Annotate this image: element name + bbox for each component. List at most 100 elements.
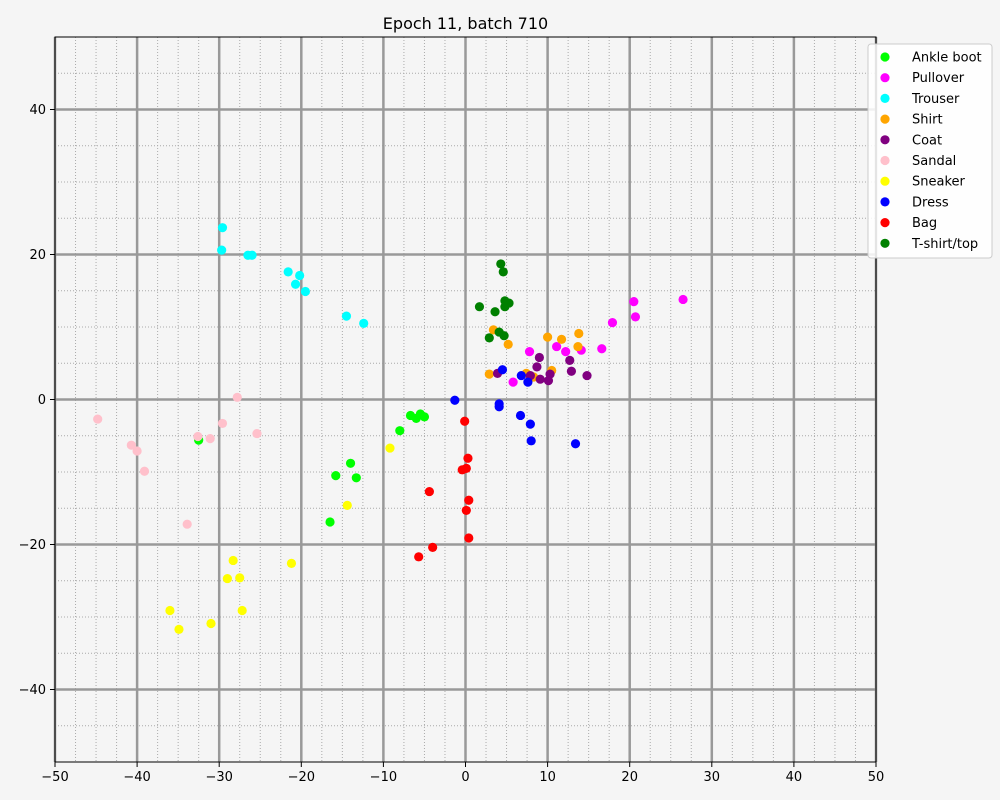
x-tick-label: −30 bbox=[205, 770, 232, 785]
legend-marker bbox=[880, 52, 890, 62]
legend-label: T-shirt/top bbox=[911, 237, 978, 252]
data-point bbox=[300, 286, 311, 297]
data-point bbox=[182, 519, 192, 529]
legend-marker bbox=[880, 197, 890, 207]
data-point bbox=[206, 618, 216, 629]
data-point bbox=[232, 392, 242, 402]
y-tick-label: −20 bbox=[19, 538, 46, 553]
data-point bbox=[526, 436, 536, 446]
data-point bbox=[570, 439, 581, 449]
data-point bbox=[419, 412, 430, 422]
data-point bbox=[341, 311, 352, 321]
x-tick-label: −50 bbox=[41, 770, 68, 785]
data-point bbox=[678, 294, 688, 305]
data-point bbox=[351, 473, 361, 483]
data-point bbox=[247, 250, 257, 260]
axis-ticks: −50 −40 −30 −20 −10 0 10 20 30 40 50 −40 −20 0 20 40 bbox=[19, 103, 885, 785]
data-point bbox=[574, 328, 584, 339]
data-point bbox=[524, 347, 535, 357]
data-point bbox=[235, 573, 245, 583]
data-point bbox=[217, 418, 228, 429]
legend-label: Ankle boot bbox=[912, 51, 982, 66]
legend-marker bbox=[880, 218, 890, 228]
data-point bbox=[325, 517, 335, 527]
data-point bbox=[139, 466, 150, 476]
legend-marker bbox=[880, 155, 890, 166]
data-point bbox=[607, 318, 618, 328]
data-point bbox=[503, 339, 513, 349]
data-point bbox=[535, 374, 545, 384]
x-tick-label: −10 bbox=[370, 770, 397, 785]
data-point bbox=[543, 332, 553, 342]
data-point bbox=[597, 344, 607, 354]
data-point bbox=[565, 355, 575, 365]
data-point bbox=[424, 486, 434, 497]
legend-label: Dress bbox=[912, 195, 949, 210]
legend-marker bbox=[880, 73, 890, 83]
data-point bbox=[464, 495, 474, 505]
legend-label: Coat bbox=[912, 133, 942, 148]
data-point bbox=[543, 376, 554, 386]
legend-marker bbox=[880, 93, 890, 103]
legend: Ankle boot Pullover Trouser Shirt Coat Sandal… bbox=[867, 43, 993, 259]
legend-label: Bag bbox=[912, 216, 937, 231]
data-point bbox=[525, 419, 535, 429]
data-point bbox=[523, 377, 533, 387]
y-tick-label: 20 bbox=[29, 248, 46, 263]
data-point bbox=[508, 377, 518, 387]
data-point bbox=[552, 341, 562, 352]
data-point bbox=[566, 366, 577, 376]
major-grid bbox=[53, 37, 878, 762]
data-point bbox=[515, 410, 526, 421]
data-point bbox=[414, 552, 424, 562]
data-point bbox=[286, 558, 297, 568]
data-point bbox=[217, 223, 228, 233]
x-tick-label: −40 bbox=[123, 770, 150, 785]
data-point bbox=[464, 533, 474, 543]
data-point bbox=[290, 279, 301, 289]
data-point bbox=[331, 471, 341, 481]
data-point bbox=[345, 458, 356, 468]
legend-label: Sneaker bbox=[912, 175, 966, 190]
data-point bbox=[126, 440, 136, 450]
data-point bbox=[295, 270, 305, 281]
data-point bbox=[496, 259, 506, 269]
data-point bbox=[484, 369, 494, 379]
data-point bbox=[237, 605, 247, 616]
data-point bbox=[534, 352, 544, 363]
data-point bbox=[582, 370, 592, 381]
data-point bbox=[561, 347, 571, 357]
data-point bbox=[385, 443, 395, 453]
x-tick-label: 40 bbox=[786, 770, 803, 785]
data-point bbox=[630, 312, 641, 322]
data-point bbox=[573, 341, 583, 352]
data-point bbox=[556, 334, 567, 344]
data-points bbox=[93, 223, 688, 634]
data-point bbox=[629, 297, 639, 307]
data-point bbox=[132, 446, 142, 456]
data-point bbox=[499, 331, 509, 341]
data-point bbox=[457, 465, 467, 475]
data-point bbox=[484, 333, 494, 343]
x-tick-label: −20 bbox=[288, 770, 315, 785]
data-point bbox=[359, 318, 369, 328]
x-tick-label: 30 bbox=[704, 770, 721, 785]
data-point bbox=[395, 426, 405, 436]
legend-marker bbox=[880, 114, 890, 124]
data-point bbox=[461, 505, 471, 516]
data-point bbox=[532, 362, 542, 372]
data-point bbox=[428, 542, 438, 553]
data-point bbox=[93, 414, 103, 424]
chart-title: Epoch 11, batch 710 bbox=[383, 14, 548, 33]
data-point bbox=[497, 365, 508, 375]
legend-label: Pullover bbox=[912, 71, 965, 86]
data-point bbox=[450, 395, 460, 405]
legend-box bbox=[867, 43, 993, 259]
legend-label: Shirt bbox=[912, 113, 943, 128]
data-point bbox=[500, 302, 510, 312]
data-point bbox=[252, 428, 262, 439]
legend-marker bbox=[880, 135, 890, 145]
legend-marker bbox=[880, 176, 890, 186]
data-point bbox=[193, 431, 203, 442]
